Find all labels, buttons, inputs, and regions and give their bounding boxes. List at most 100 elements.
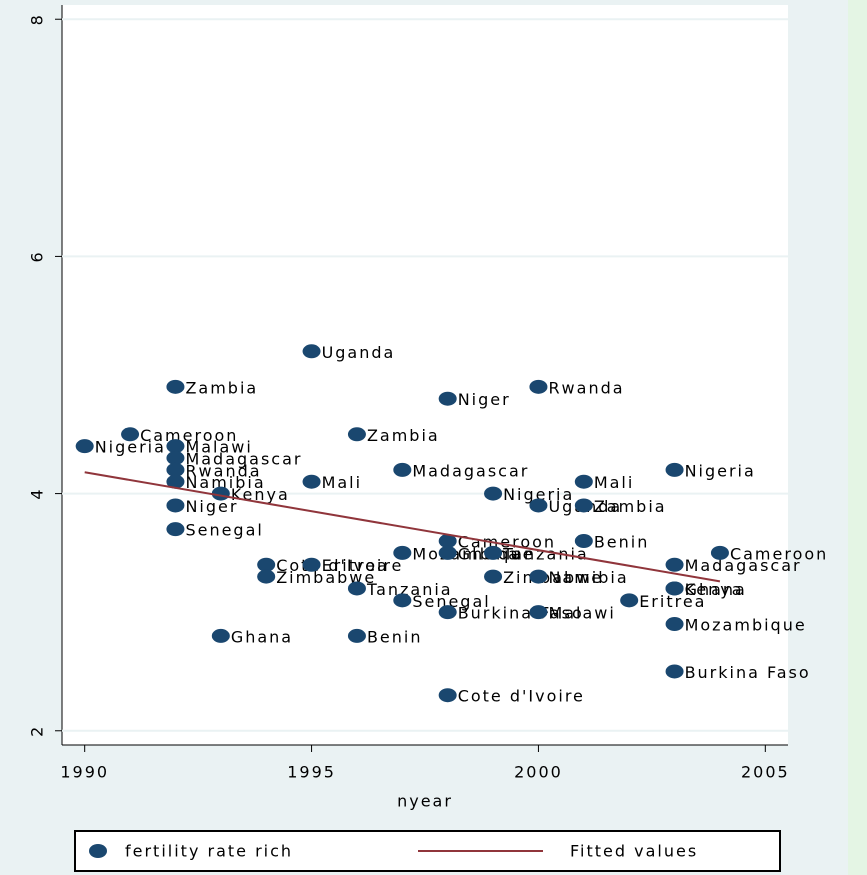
point-label: Eritrea <box>639 592 706 611</box>
point-label: Mozambique <box>685 616 807 635</box>
y-tick-label: 4 <box>28 487 47 499</box>
point-label: Nigeria <box>685 461 756 480</box>
point <box>75 439 94 454</box>
point-label: Rwanda <box>548 378 624 397</box>
point <box>438 534 457 549</box>
point-label: Zambia <box>185 378 258 397</box>
point <box>347 628 366 643</box>
point-label: Benin <box>367 627 423 646</box>
point-label: Benin <box>594 533 650 552</box>
point <box>574 534 593 549</box>
point-label: Kenya <box>231 485 290 504</box>
fit-line <box>84 471 721 583</box>
point-label: Ghana <box>231 627 293 646</box>
point-label: Madagascar <box>185 450 302 469</box>
point <box>166 379 185 394</box>
point-label: Namibia <box>185 473 265 492</box>
point <box>438 605 457 620</box>
point <box>211 628 230 643</box>
point <box>166 498 185 513</box>
point-label: Zimbabwe <box>276 568 376 587</box>
point <box>665 557 684 572</box>
point <box>166 474 185 489</box>
point-label: Madagascar <box>412 461 529 480</box>
point <box>302 344 321 359</box>
point <box>393 462 412 477</box>
point-label: Mali <box>594 473 635 492</box>
x-axis-label: nyear <box>397 792 453 811</box>
point <box>529 605 548 620</box>
point <box>393 593 412 608</box>
point <box>484 569 503 584</box>
x-tick-label: 1995 <box>287 763 336 782</box>
point-label: Zambia <box>594 497 667 516</box>
point-label: Uganda <box>322 343 396 362</box>
legend-label: fertility rate rich <box>125 842 293 861</box>
legend-label: Fitted values <box>570 842 698 861</box>
point <box>166 439 185 454</box>
point-label: Nigeria <box>503 485 574 504</box>
point <box>665 581 684 596</box>
point <box>393 545 412 560</box>
point <box>257 557 276 572</box>
point-label: Senegal <box>185 521 263 540</box>
point <box>529 569 548 584</box>
point-label: Namibia <box>548 568 628 587</box>
point <box>574 474 593 489</box>
point-label: Cameroon <box>458 533 556 552</box>
point-label: Tanzania <box>502 544 589 563</box>
point-label: Ghana <box>685 580 747 599</box>
point <box>347 581 366 596</box>
point-label: Cameroon <box>140 426 238 445</box>
point <box>620 593 639 608</box>
x-tick-label: 2000 <box>514 763 563 782</box>
point <box>665 617 684 632</box>
point-label: Zimbabwe <box>503 568 603 587</box>
point-label: Niger <box>458 390 511 409</box>
point-label: Madagascar <box>685 556 802 575</box>
point <box>665 462 684 477</box>
y-tick-label: 8 <box>28 13 47 25</box>
point <box>166 462 185 477</box>
point-label: Zambia <box>367 426 440 445</box>
point <box>166 522 185 537</box>
point <box>438 391 457 406</box>
point-label: Eritrea <box>322 556 389 575</box>
point <box>121 427 140 442</box>
point-label: Mali <box>322 473 363 492</box>
point <box>529 379 548 394</box>
point <box>347 427 366 442</box>
point-label: Niger <box>185 497 238 516</box>
point-label: Kenya <box>685 580 744 599</box>
point-label: Senegal <box>412 592 490 611</box>
point-label: Burkina Faso <box>685 663 811 682</box>
point <box>302 557 321 572</box>
point <box>257 569 276 584</box>
point <box>438 688 457 703</box>
x-tick-label: 2005 <box>741 763 790 782</box>
point-label: Rwanda <box>185 461 261 480</box>
side-strip <box>848 0 867 875</box>
point-label: Cameroon <box>730 544 828 563</box>
point <box>438 545 457 560</box>
point <box>529 498 548 513</box>
x-tick-label: 1990 <box>60 763 109 782</box>
point <box>665 664 684 679</box>
point <box>302 474 321 489</box>
plot-area <box>62 5 788 745</box>
point <box>166 451 185 466</box>
point-label: Malawi <box>548 604 615 623</box>
point-label: Tanzania <box>366 580 453 599</box>
point <box>574 498 593 513</box>
point <box>710 545 729 560</box>
point <box>484 545 503 560</box>
y-tick-label: 6 <box>28 250 47 262</box>
point-label: Nigeria <box>95 438 166 457</box>
point <box>484 486 503 501</box>
y-tick-label: 2 <box>28 725 47 737</box>
point-label: Cote d'Ivoire <box>458 687 585 706</box>
point-label: Burkina Faso <box>458 604 584 623</box>
point-label: Malawi <box>185 438 252 457</box>
legend-marker <box>89 844 107 858</box>
